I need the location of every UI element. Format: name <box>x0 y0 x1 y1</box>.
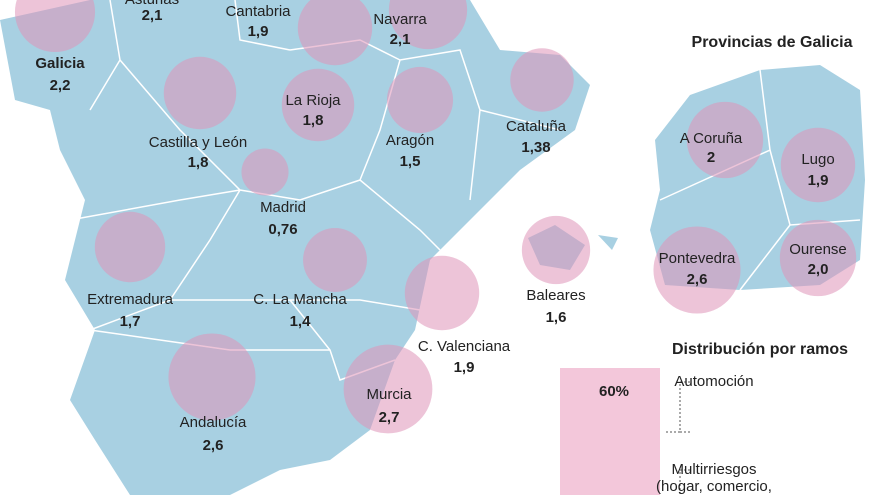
region-name: Castilla y León <box>149 134 247 151</box>
region-name: C. Valenciana <box>418 338 511 355</box>
region-value: 2 <box>707 149 715 166</box>
galicia-title: Provincias de Galicia <box>692 34 853 51</box>
region-value: 2,0 <box>808 261 829 278</box>
region-value: 1,8 <box>303 112 324 129</box>
bubble <box>94 211 166 283</box>
distribution-label: Multirriesgos <box>671 461 756 478</box>
region-name: Baleares <box>526 287 585 304</box>
bubble <box>343 344 433 434</box>
region-name: Madrid <box>260 199 306 216</box>
region-value: 2,6 <box>687 271 708 288</box>
bubble <box>686 101 764 179</box>
region-value: 2,2 <box>50 77 71 94</box>
region-value: 0,76 <box>268 221 297 238</box>
region-name: Cantabria <box>225 3 291 20</box>
region-value: 1,9 <box>808 172 829 189</box>
region-value: 1,7 <box>120 313 141 330</box>
region-value: 2,6 <box>203 437 224 454</box>
distribution-label: (hogar, comercio, <box>656 478 772 495</box>
region-name: La Rioja <box>285 92 341 109</box>
region-name: Murcia <box>366 386 412 403</box>
region-value: 1,5 <box>400 153 421 170</box>
region-value: 1,9 <box>454 359 475 376</box>
bubble <box>388 0 468 50</box>
region-name: Extremadura <box>87 291 174 308</box>
bubble <box>779 219 857 297</box>
region-name: Asturias <box>125 0 179 8</box>
region-value: 1,6 <box>546 309 567 326</box>
bubble <box>14 0 96 53</box>
bubble <box>386 66 454 134</box>
distribution-bar <box>560 368 660 495</box>
bubble <box>653 226 741 314</box>
region-name: Pontevedra <box>659 250 736 267</box>
region-value: 1,4 <box>290 313 312 330</box>
bubble <box>297 0 373 66</box>
borders <box>69 0 561 381</box>
bubble <box>521 215 591 285</box>
region-name: A Coruña <box>680 130 743 147</box>
distribution-value: 60% <box>599 383 629 400</box>
region-value: 1,9 <box>248 23 269 40</box>
region-name: Galicia <box>35 55 85 72</box>
region-value: 2,1 <box>390 31 411 48</box>
bubble <box>163 56 237 130</box>
region-name: Andalucía <box>180 414 247 431</box>
region-name: Cataluña <box>506 118 567 135</box>
bubble <box>241 148 289 196</box>
bubble <box>168 333 256 421</box>
bubble <box>281 68 355 142</box>
region-name: Lugo <box>801 151 834 168</box>
region-value: 2,1 <box>142 7 163 24</box>
region-name: Aragón <box>386 132 434 149</box>
region-name: Ourense <box>789 241 847 258</box>
distribution-title: Distribución por ramos <box>672 341 848 358</box>
region-value: 1,8 <box>188 154 209 171</box>
region-name: C. La Mancha <box>253 291 347 308</box>
region-value: 1,38 <box>521 139 550 156</box>
region-name: Navarra <box>373 11 427 28</box>
bubble <box>510 48 574 112</box>
bubble <box>303 228 367 292</box>
bubble <box>404 255 480 331</box>
spain-shape <box>0 0 590 495</box>
region-value: 2,7 <box>379 409 400 426</box>
distribution-label: Automoción <box>674 373 753 390</box>
bubble <box>780 127 856 203</box>
connector <box>664 381 690 495</box>
